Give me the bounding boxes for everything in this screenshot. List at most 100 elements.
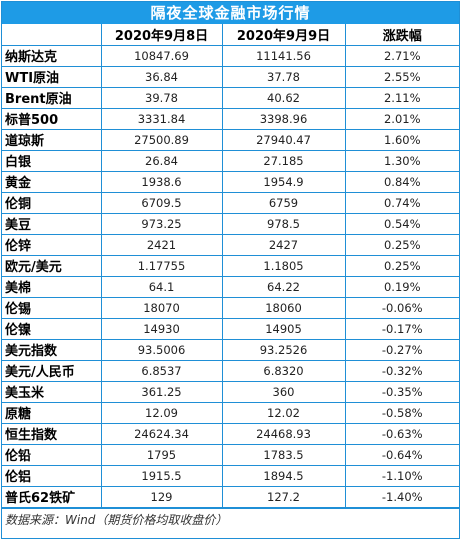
- table-row: 伦锌 2421 2427 0.25%: [2, 233, 459, 256]
- change-percent-cell: 2.55%: [344, 65, 459, 88]
- value-sep9-cell: 360: [221, 380, 346, 403]
- change-percent-cell: 0.54%: [344, 212, 459, 235]
- value-sep9-cell: 27.185: [221, 149, 346, 172]
- change-percent-cell: 2.01%: [344, 107, 459, 130]
- instrument-name-cell: 伦铝: [2, 464, 102, 487]
- value-sep9-cell: 6.8320: [221, 359, 346, 382]
- value-sep8-cell: 24624.34: [100, 422, 223, 445]
- instrument-name-cell: 伦铅: [2, 443, 102, 466]
- value-sep9-cell: 3398.96: [221, 107, 346, 130]
- instrument-name-cell: 欧元/美元: [2, 254, 102, 277]
- value-sep8-cell: 1915.5: [100, 464, 223, 487]
- table-row: 纳斯达克 10847.69 11141.56 2.71%: [2, 44, 459, 67]
- change-percent-cell: 0.19%: [344, 275, 459, 298]
- table-row: 标普500 3331.84 3398.96 2.01%: [2, 107, 459, 130]
- table-row: 恒生指数 24624.34 24468.93 -0.63%: [2, 422, 459, 445]
- value-sep8-cell: 36.84: [100, 65, 223, 88]
- table-row: 黄金 1938.6 1954.9 0.84%: [2, 170, 459, 193]
- column-header-change: 涨跌幅: [344, 24, 459, 46]
- column-header-date2: 2020年9月9日: [221, 24, 346, 46]
- table-row: 白银 26.84 27.185 1.30%: [2, 149, 459, 172]
- value-sep8-cell: 93.5006: [100, 338, 223, 361]
- value-sep9-cell: 1.1805: [221, 254, 346, 277]
- change-percent-cell: 0.25%: [344, 254, 459, 277]
- column-header-name: [2, 24, 102, 46]
- change-percent-cell: -1.10%: [344, 464, 459, 487]
- value-sep8-cell: 14930: [100, 317, 223, 340]
- value-sep8-cell: 6709.5: [100, 191, 223, 214]
- change-percent-cell: -0.17%: [344, 317, 459, 340]
- table-row: 伦镍 14930 14905 -0.17%: [2, 317, 459, 340]
- header-row: 2020年9月8日 2020年9月9日 涨跌幅: [2, 24, 459, 46]
- change-percent-cell: 2.11%: [344, 86, 459, 109]
- instrument-name-cell: 美棉: [2, 275, 102, 298]
- value-sep9-cell: 1894.5: [221, 464, 346, 487]
- value-sep9-cell: 6759: [221, 191, 346, 214]
- instrument-name-cell: 美豆: [2, 212, 102, 235]
- table-row: 道琼斯 27500.89 27940.47 1.60%: [2, 128, 459, 151]
- value-sep8-cell: 361.25: [100, 380, 223, 403]
- table-row: 伦铜 6709.5 6759 0.74%: [2, 191, 459, 214]
- table-row: 伦铅 1795 1783.5 -0.64%: [2, 443, 459, 466]
- table-row: WTI原油 36.84 37.78 2.55%: [2, 65, 459, 88]
- value-sep9-cell: 40.62: [221, 86, 346, 109]
- table-row: 美元/人民币 6.8537 6.8320 -0.32%: [2, 359, 459, 382]
- value-sep8-cell: 39.78: [100, 86, 223, 109]
- value-sep9-cell: 27940.47: [221, 128, 346, 151]
- value-sep8-cell: 6.8537: [100, 359, 223, 382]
- instrument-name-cell: 黄金: [2, 170, 102, 193]
- value-sep9-cell: 64.22: [221, 275, 346, 298]
- change-percent-cell: -0.64%: [344, 443, 459, 466]
- instrument-name-cell: 美元指数: [2, 338, 102, 361]
- instrument-name-cell: 原糖: [2, 401, 102, 424]
- instrument-name-cell: 白银: [2, 149, 102, 172]
- change-percent-cell: 0.74%: [344, 191, 459, 214]
- instrument-name-cell: 美元/人民币: [2, 359, 102, 382]
- change-percent-cell: -0.32%: [344, 359, 459, 382]
- value-sep9-cell: 11141.56: [221, 44, 346, 67]
- value-sep9-cell: 978.5: [221, 212, 346, 235]
- value-sep8-cell: 973.25: [100, 212, 223, 235]
- value-sep9-cell: 12.02: [221, 401, 346, 424]
- instrument-name-cell: 道琼斯: [2, 128, 102, 151]
- value-sep8-cell: 12.09: [100, 401, 223, 424]
- value-sep9-cell: 18060: [221, 296, 346, 319]
- value-sep8-cell: 1795: [100, 443, 223, 466]
- table-row: 美豆 973.25 978.5 0.54%: [2, 212, 459, 235]
- instrument-name-cell: 伦锡: [2, 296, 102, 319]
- instrument-name-cell: 纳斯达克: [2, 44, 102, 67]
- value-sep8-cell: 64.1: [100, 275, 223, 298]
- value-sep8-cell: 3331.84: [100, 107, 223, 130]
- value-sep9-cell: 37.78: [221, 65, 346, 88]
- change-percent-cell: -0.35%: [344, 380, 459, 403]
- table-row: 普氏62铁矿 129 127.2 -1.40%: [2, 485, 459, 508]
- value-sep8-cell: 1938.6: [100, 170, 223, 193]
- value-sep9-cell: 1954.9: [221, 170, 346, 193]
- table-row: 美棉 64.1 64.22 0.19%: [2, 275, 459, 298]
- instrument-name-cell: WTI原油: [2, 65, 102, 88]
- value-sep8-cell: 129: [100, 485, 223, 508]
- instrument-name-cell: Brent原油: [2, 86, 102, 109]
- table-row: 美元指数 93.5006 93.2526 -0.27%: [2, 338, 459, 361]
- instrument-name-cell: 美玉米: [2, 380, 102, 403]
- value-sep9-cell: 24468.93: [221, 422, 346, 445]
- market-table: 2020年9月8日 2020年9月9日 涨跌幅 纳斯达克 10847.69 1114…: [2, 24, 459, 508]
- value-sep9-cell: 1783.5: [221, 443, 346, 466]
- change-percent-cell: 0.25%: [344, 233, 459, 256]
- change-percent-cell: 1.60%: [344, 128, 459, 151]
- column-header-date1: 2020年9月8日: [100, 24, 223, 46]
- table-row: 美玉米 361.25 360 -0.35%: [2, 380, 459, 403]
- instrument-name-cell: 普氏62铁矿: [2, 485, 102, 508]
- instrument-name-cell: 伦铜: [2, 191, 102, 214]
- value-sep8-cell: 2421: [100, 233, 223, 256]
- instrument-name-cell: 恒生指数: [2, 422, 102, 445]
- change-percent-cell: 1.30%: [344, 149, 459, 172]
- value-sep8-cell: 1.17755: [100, 254, 223, 277]
- change-percent-cell: -0.58%: [344, 401, 459, 424]
- change-percent-cell: -0.27%: [344, 338, 459, 361]
- instrument-name-cell: 伦镍: [2, 317, 102, 340]
- instrument-name-cell: 伦锌: [2, 233, 102, 256]
- table-title: 隔夜全球金融市场行情: [2, 2, 459, 24]
- value-sep8-cell: 10847.69: [100, 44, 223, 67]
- table-row: Brent原油 39.78 40.62 2.11%: [2, 86, 459, 109]
